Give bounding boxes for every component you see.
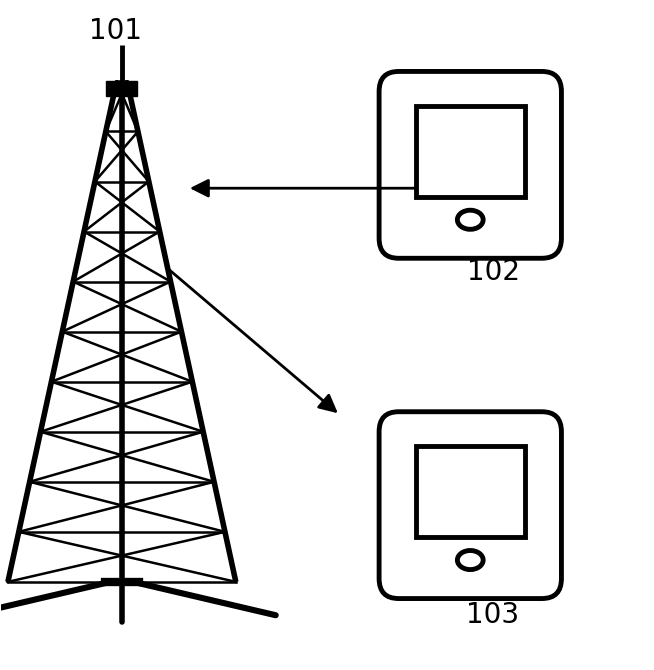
Ellipse shape (457, 210, 483, 229)
FancyBboxPatch shape (379, 412, 561, 598)
FancyBboxPatch shape (416, 446, 525, 537)
Ellipse shape (457, 551, 483, 570)
Text: 101: 101 (89, 17, 142, 46)
FancyBboxPatch shape (379, 72, 561, 258)
Text: 103: 103 (466, 601, 520, 629)
FancyBboxPatch shape (416, 106, 525, 197)
Polygon shape (106, 82, 137, 96)
Text: 102: 102 (466, 257, 519, 285)
